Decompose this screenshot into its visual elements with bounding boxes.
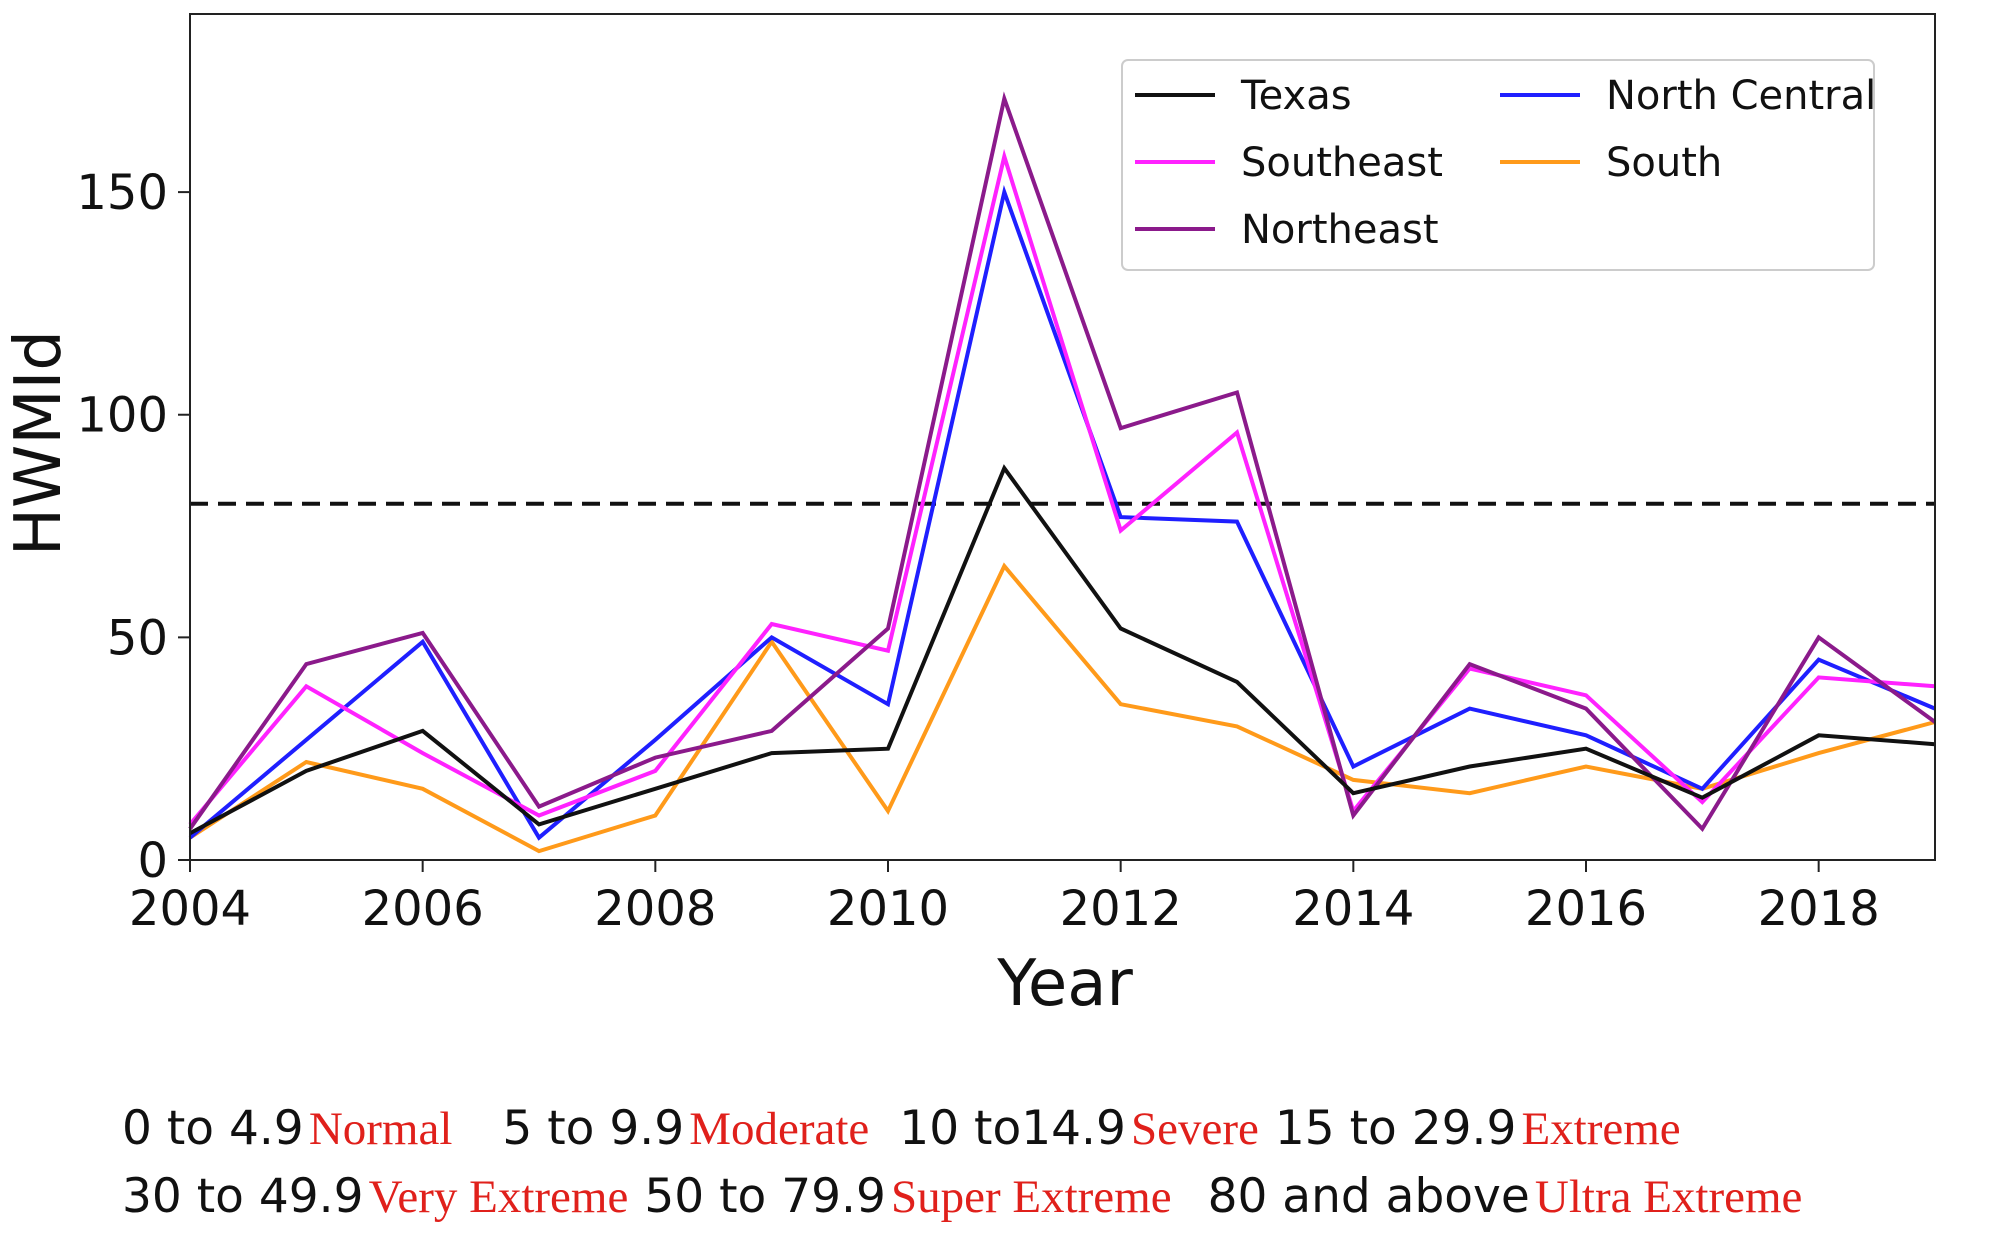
scale-category: Extreme — [1521, 1103, 1681, 1155]
y-axis-label: HWMId — [2, 330, 76, 556]
series-line-northeast — [188, 91, 1937, 833]
scale-category: Severe — [1130, 1103, 1259, 1155]
legend-label: Southeast — [1241, 140, 1443, 186]
scale-range: 80 and above — [1207, 1169, 1530, 1224]
legend-label: South — [1606, 140, 1722, 186]
y-tick-label: 100 — [76, 388, 168, 444]
x-tick-label: 2006 — [362, 881, 484, 937]
y-tick-label: 0 — [137, 833, 168, 889]
x-axis-label: Year — [996, 947, 1133, 1021]
scale-category: Moderate — [689, 1103, 870, 1155]
legend: Texas Southeast Northeast North Central Sout… — [1121, 59, 1876, 271]
series-line-texas — [189, 464, 1936, 836]
x-tick-label: 2018 — [1758, 881, 1880, 937]
scale-range: 10 to14.9 — [899, 1101, 1126, 1156]
scale-range: 30 to 49.9 — [122, 1169, 364, 1224]
hwmid-line-chart: 2004 2006 2008 2010 2012 2014 2016 2018 0 50 100 15… — [2, 13, 1937, 1021]
legend-label: Texas — [1240, 73, 1352, 119]
hwmid-category-scale: 0 to 4.9 Normal 5 to 9.9 Moderate 10 to14.… — [122, 1095, 1982, 1231]
series-line-north-central — [188, 184, 1936, 841]
y-tick-label: 150 — [76, 165, 168, 221]
x-tick-label: 2008 — [594, 881, 716, 937]
scale-range: 5 to 9.9 — [502, 1101, 685, 1156]
scale-category: Normal — [308, 1103, 453, 1155]
plot-frame — [189, 13, 1936, 861]
series-lines — [188, 91, 1937, 854]
series-line-south — [188, 562, 1936, 854]
x-tick-label: 2014 — [1292, 881, 1414, 937]
x-tick-label: 2004 — [129, 881, 251, 937]
x-tick-label: 2010 — [827, 881, 949, 937]
scale-category: Very Extreme — [368, 1171, 629, 1223]
y-tick-label: 50 — [107, 610, 168, 666]
scale-range: 0 to 4.9 — [122, 1101, 304, 1156]
scale-range: 15 to 29.9 — [1274, 1101, 1517, 1156]
series-line-southeast — [188, 148, 1936, 826]
x-tick-label: 2012 — [1060, 881, 1182, 937]
legend-label: North Central — [1606, 73, 1876, 119]
x-tick-label: 2016 — [1525, 881, 1647, 937]
legend-label: Northeast — [1241, 207, 1439, 253]
axis-ticks: 2004 2006 2008 2010 2012 2014 2016 2018 0 50 100 15… — [76, 165, 1879, 937]
scale-row: 30 to 49.9 Very Extreme 50 to 79.9 Super … — [122, 1163, 1982, 1231]
scale-category: Ultra Extreme — [1534, 1171, 1803, 1223]
scale-range: 50 to 79.9 — [644, 1169, 886, 1224]
legend-box — [1121, 59, 1875, 271]
scale-category: Super Extreme — [890, 1171, 1172, 1223]
scale-row: 0 to 4.9 Normal 5 to 9.9 Moderate 10 to14.… — [122, 1095, 1982, 1163]
